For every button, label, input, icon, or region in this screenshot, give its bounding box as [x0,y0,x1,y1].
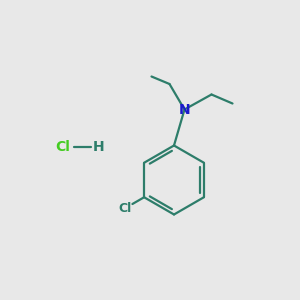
Text: N: N [179,103,190,116]
Text: H: H [93,140,105,154]
Text: Cl: Cl [118,202,132,215]
Text: Cl: Cl [56,140,70,154]
